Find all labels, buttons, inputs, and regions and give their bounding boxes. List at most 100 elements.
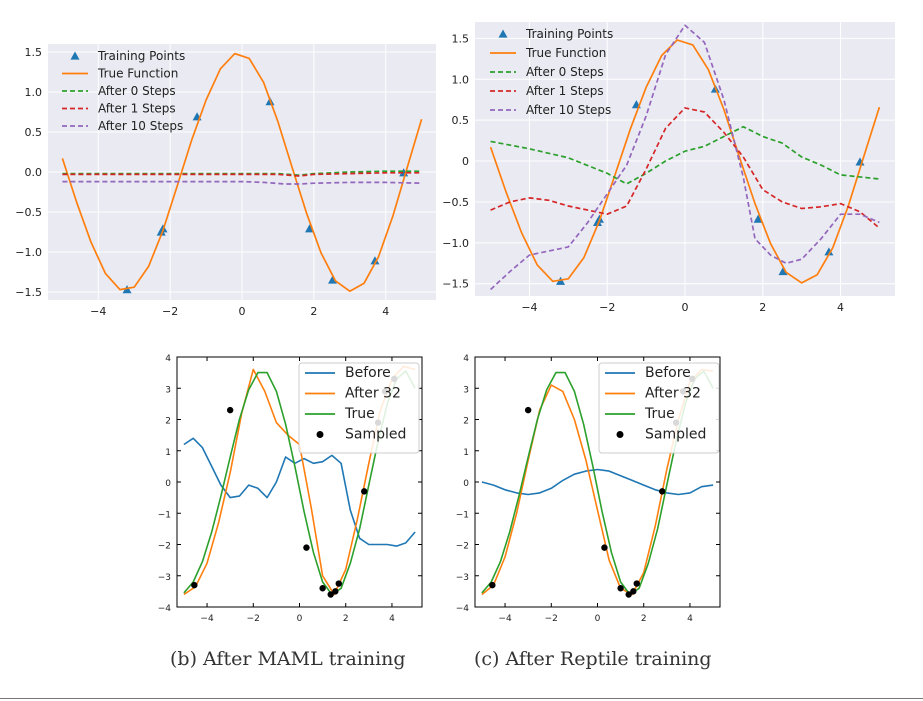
y-tick-label: 1 [165, 448, 171, 458]
x-tick-label: 2 [641, 614, 647, 624]
legend: Training Points True Function After 0 Step… [490, 27, 613, 117]
legend: Before After 32 True Sampled [598, 362, 720, 454]
legend-label: True Function [97, 67, 178, 81]
y-tick-label: 0 [463, 479, 469, 489]
y-tick-label: −3 [456, 573, 469, 583]
y-tick-label: −0.5 [15, 206, 42, 219]
y-tick-label: 0.5 [25, 126, 43, 139]
legend-label: True [644, 406, 675, 422]
training-point [778, 266, 788, 276]
x-tick-label: 0 [595, 614, 601, 624]
sampled-point [191, 581, 198, 589]
legend-label: After 32 [345, 386, 401, 402]
x-tick-label: −4 [90, 305, 106, 318]
y-tick-label: −2 [456, 542, 469, 552]
sampled-point [625, 591, 632, 598]
legend-label: Before [345, 365, 391, 381]
legend-label: After 1 Steps [526, 84, 604, 98]
y-tick-label: −1 [456, 510, 469, 520]
legend-label: Sampled [345, 427, 406, 443]
y-tick-label: −1 [158, 510, 171, 520]
training-point [370, 256, 380, 265]
series-after-1-steps-line [490, 107, 880, 229]
y-tick-label: 0 [165, 479, 171, 489]
legend: Before After 32 True Sampled [298, 362, 420, 454]
x-tick-label: −2 [545, 614, 558, 624]
bottom-rule [0, 698, 923, 699]
series-after-1-steps-line [62, 171, 422, 177]
y-tick-label: −2 [158, 542, 171, 552]
legend-swatch [616, 431, 624, 438]
legend-label: After 10 Steps [98, 119, 183, 133]
x-tick-label: −4 [200, 614, 214, 624]
series-after-10-steps-line [62, 180, 422, 185]
y-tick-label: −4 [456, 604, 470, 614]
legend-label: Training Points [525, 27, 613, 41]
x-tick-label: 2 [759, 301, 766, 314]
training-point [824, 247, 834, 256]
y-tick-label: 3 [463, 385, 469, 395]
y-tick-label: −3 [158, 573, 171, 583]
x-tick-label: 0 [239, 305, 246, 318]
sampled-point [659, 488, 666, 495]
y-tick-label: 1.0 [452, 73, 470, 86]
legend-label: After 0 Steps [98, 84, 176, 98]
y-tick-label: 3 [165, 385, 171, 395]
training-point [328, 275, 338, 284]
legend-swatch [70, 51, 80, 60]
training-point [305, 224, 315, 233]
series-after-0-steps-line [490, 125, 880, 185]
x-tick-label: −2 [247, 614, 260, 624]
sampled-point [319, 585, 326, 592]
caption-reptile: (c) After Reptile training [474, 648, 712, 670]
y-tick-label: −4 [158, 604, 172, 614]
sampled-point [327, 591, 334, 598]
y-tick-label: 2 [165, 417, 171, 427]
x-tick-label: −2 [162, 305, 178, 318]
sampled-point [601, 544, 608, 551]
y-tick-label: 1.5 [25, 46, 43, 59]
sampled-point [633, 580, 640, 587]
y-tick-label: −1.5 [15, 286, 42, 299]
y-tick-label: 0.5 [452, 114, 470, 127]
x-tick-label: 4 [389, 614, 395, 624]
y-tick-label: 0 [462, 155, 469, 168]
y-tick-label: 0.0 [25, 166, 43, 179]
sampled-point [630, 588, 637, 595]
legend-frame [598, 362, 720, 454]
y-tick-label: 4 [463, 354, 469, 364]
chart-reptile: −4 −2 0 2 4 −4 −3 −2 −1 0 1 2 3 4 Before After 32 True Sa… [456, 354, 721, 624]
x-tick-label: 4 [837, 301, 844, 314]
series-group [61, 52, 423, 294]
legend-label: After 32 [645, 386, 701, 402]
sampled-point [335, 580, 342, 587]
legend: Training Points True Function After 0 Step… [62, 49, 185, 133]
y-tick-label: 1 [463, 448, 469, 458]
sampled-point [361, 488, 368, 495]
legend-label: Training Points [97, 49, 185, 63]
chart-top-left: −4 −2 0 2 4 −1.5 −1.0 −0.5 0.0 0.5 1.0 1.5 Training … [15, 44, 436, 318]
legend-label: True [344, 406, 375, 422]
x-tick-label: 0 [297, 614, 303, 624]
legend-label: After 10 Steps [526, 103, 611, 117]
series-group [489, 24, 881, 291]
legend-swatch [316, 431, 324, 438]
sampled-point [303, 544, 310, 551]
x-tick-label: 0 [682, 301, 689, 314]
legend-label: After 0 Steps [526, 65, 604, 79]
legend-frame [298, 362, 420, 454]
y-tick-label: 1.5 [452, 32, 470, 45]
y-tick-label: 1.0 [25, 86, 43, 99]
chart-maml: −4 −2 0 2 4 −4 −3 −2 −1 0 1 2 3 4 Before After 32 True Sa… [158, 354, 423, 624]
x-tick-label: 4 [687, 614, 693, 624]
legend-swatch [498, 29, 508, 38]
legend-label: Sampled [645, 427, 706, 443]
legend-label: True Function [525, 46, 606, 60]
x-tick-label: −4 [498, 614, 512, 624]
training-point [753, 214, 763, 223]
sampled-point [332, 588, 339, 595]
chart-top-right: −4 −2 0 2 4 −1.5 −1.0 −0.5 0 0.5 1.0 1.5 Training Po… [442, 22, 895, 314]
x-tick-label: 4 [382, 305, 389, 318]
legend-label: After 1 Steps [98, 102, 176, 116]
